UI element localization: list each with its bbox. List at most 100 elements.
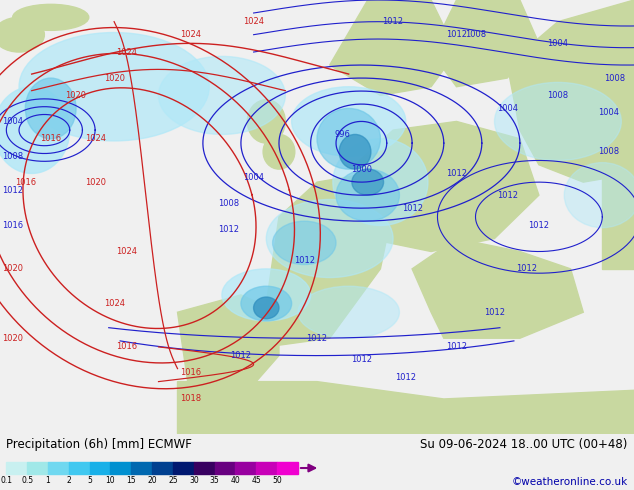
- Bar: [6, 462, 27, 474]
- Ellipse shape: [292, 87, 406, 156]
- Text: 1000: 1000: [351, 165, 372, 173]
- Bar: [277, 462, 298, 474]
- Ellipse shape: [266, 199, 393, 277]
- Text: 1018: 1018: [179, 394, 201, 403]
- Bar: [27, 462, 48, 474]
- Text: 45: 45: [252, 476, 261, 485]
- Text: 40: 40: [231, 476, 240, 485]
- Ellipse shape: [13, 4, 89, 30]
- Text: 1024: 1024: [116, 247, 138, 256]
- Text: 1016: 1016: [40, 134, 61, 143]
- Text: 1008: 1008: [547, 91, 569, 100]
- Text: 1012: 1012: [351, 355, 372, 365]
- Text: 50: 50: [272, 476, 282, 485]
- Polygon shape: [178, 295, 279, 399]
- Polygon shape: [178, 382, 634, 434]
- Polygon shape: [241, 173, 393, 347]
- Text: 1008: 1008: [2, 151, 23, 161]
- Text: Precipitation (6h) [mm] ECMWF: Precipitation (6h) [mm] ECMWF: [6, 438, 192, 451]
- Text: 1012: 1012: [528, 221, 550, 230]
- Text: 1016: 1016: [2, 221, 23, 230]
- Text: 1012: 1012: [446, 30, 467, 39]
- Text: 1004: 1004: [547, 39, 569, 48]
- Text: 1020: 1020: [2, 334, 23, 343]
- Text: 1012: 1012: [230, 351, 252, 360]
- Text: 35: 35: [210, 476, 219, 485]
- Text: 15: 15: [127, 476, 136, 485]
- Text: 1: 1: [46, 476, 50, 485]
- Polygon shape: [330, 0, 456, 96]
- Text: Su 09-06-2024 18..00 UTC (00+48): Su 09-06-2024 18..00 UTC (00+48): [420, 438, 628, 451]
- Text: 1012: 1012: [217, 225, 239, 234]
- Ellipse shape: [564, 163, 634, 228]
- Text: 2: 2: [67, 476, 71, 485]
- Bar: [194, 462, 215, 474]
- Text: 1004: 1004: [598, 108, 619, 117]
- Bar: [110, 462, 131, 474]
- Ellipse shape: [247, 100, 285, 143]
- Text: 20: 20: [147, 476, 157, 485]
- Ellipse shape: [0, 87, 70, 173]
- Text: 1024: 1024: [116, 48, 138, 56]
- Polygon shape: [412, 239, 583, 338]
- Text: 1016: 1016: [15, 178, 36, 187]
- Ellipse shape: [263, 134, 295, 169]
- Text: 1008: 1008: [465, 30, 486, 39]
- Ellipse shape: [495, 82, 621, 160]
- Bar: [131, 462, 152, 474]
- Ellipse shape: [222, 269, 311, 321]
- Text: 1012: 1012: [306, 334, 328, 343]
- Polygon shape: [507, 0, 634, 182]
- Text: 1024: 1024: [243, 17, 264, 26]
- Text: 0.5: 0.5: [21, 476, 33, 485]
- Bar: [235, 462, 256, 474]
- Text: 1020: 1020: [103, 74, 125, 82]
- Text: 1012: 1012: [446, 343, 467, 351]
- Text: 1012: 1012: [484, 308, 505, 317]
- Text: 1020: 1020: [2, 265, 23, 273]
- Polygon shape: [355, 122, 539, 251]
- Text: 1012: 1012: [395, 373, 417, 382]
- Text: 1012: 1012: [515, 265, 537, 273]
- Text: 1008: 1008: [604, 74, 626, 82]
- Ellipse shape: [0, 17, 44, 52]
- Text: ©weatheronline.co.uk: ©weatheronline.co.uk: [512, 477, 628, 487]
- Bar: [256, 462, 277, 474]
- Ellipse shape: [339, 134, 371, 169]
- Text: 5: 5: [87, 476, 92, 485]
- Text: 1016: 1016: [116, 343, 138, 351]
- Ellipse shape: [241, 286, 292, 321]
- Ellipse shape: [25, 78, 76, 139]
- Text: 1004: 1004: [496, 104, 518, 113]
- Text: 1020: 1020: [65, 91, 87, 100]
- Bar: [173, 462, 194, 474]
- Text: 996: 996: [334, 130, 351, 139]
- Bar: [152, 462, 173, 474]
- Text: 1012: 1012: [401, 204, 423, 213]
- Text: 1008: 1008: [217, 199, 239, 208]
- Ellipse shape: [317, 108, 380, 169]
- Text: 25: 25: [168, 476, 178, 485]
- Text: 1024: 1024: [179, 30, 201, 39]
- Text: 30: 30: [189, 476, 198, 485]
- Ellipse shape: [298, 286, 399, 338]
- Text: 1020: 1020: [84, 178, 106, 187]
- Text: 1012: 1012: [382, 17, 404, 26]
- Text: 1004: 1004: [243, 173, 264, 182]
- Bar: [69, 462, 89, 474]
- Bar: [602, 139, 634, 269]
- Ellipse shape: [336, 169, 399, 221]
- Text: 1012: 1012: [2, 186, 23, 196]
- Text: 1016: 1016: [179, 368, 201, 377]
- Text: 1024: 1024: [84, 134, 106, 143]
- Ellipse shape: [273, 221, 336, 265]
- Text: 1012: 1012: [294, 256, 315, 265]
- Text: 1004: 1004: [2, 117, 23, 126]
- Ellipse shape: [352, 169, 384, 195]
- Ellipse shape: [254, 297, 279, 318]
- Text: 1008: 1008: [598, 147, 619, 156]
- Text: 0.1: 0.1: [1, 476, 12, 485]
- Polygon shape: [431, 0, 539, 87]
- Text: 1012: 1012: [496, 191, 518, 199]
- Ellipse shape: [158, 56, 285, 134]
